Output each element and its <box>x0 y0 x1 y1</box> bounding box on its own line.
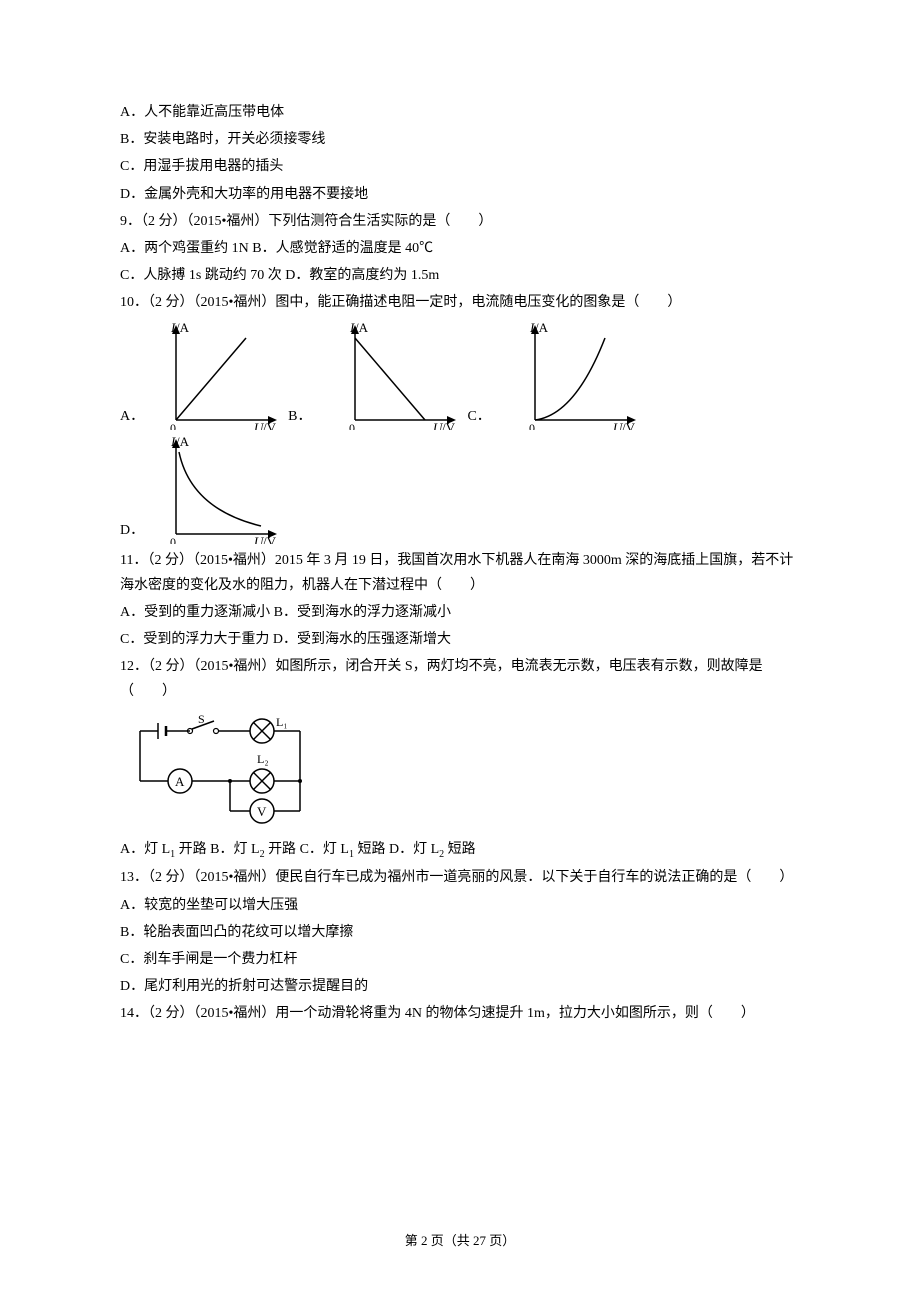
q10-stem: 10．（2 分）（2015•福州）图中，能正确描述电阻一定时，电流随电压变化的图… <box>120 290 800 315</box>
q12-circuit: S L₁ A L₂ V <box>120 711 800 831</box>
q13-option-d: D．尾灯利用光的折射可达警示提醒目的 <box>120 974 800 999</box>
q13-option-a: A．较宽的坐垫可以增大压强 <box>120 893 800 918</box>
q10-label-a: A． <box>120 404 144 429</box>
q11-stem: 11．（2 分）（2015•福州）2015 年 3 月 19 日，我国首次用水下… <box>120 548 800 598</box>
svg-text:0: 0 <box>349 421 355 430</box>
page-footer: 第 2 页（共 27 页） <box>0 1229 920 1252</box>
q13-option-b: B．轮胎表面凹凸的花纹可以增大摩擦 <box>120 920 800 945</box>
q11-option-c: C．受到的浮力大于重力 <box>120 632 269 647</box>
q10-charts-row2: D． I/A 0 U/V <box>120 434 800 544</box>
svg-text:/V: /V <box>263 534 277 544</box>
svg-text:S: S <box>198 712 205 726</box>
q11-option-a: A．受到的重力逐渐减小 <box>120 605 270 620</box>
q8-option-c: C．用湿手拔用电器的插头 <box>120 154 800 179</box>
q11-options-line2: C．受到的浮力大于重力 D．受到海水的压强逐渐增大 <box>120 627 800 652</box>
svg-text:L₁: L₁ <box>276 715 288 729</box>
q8-option-d: D．金属外壳和大功率的用电器不要接地 <box>120 182 800 207</box>
q9-options-line2: C．人脉搏 1s 跳动约 70 次 D．教室的高度约为 1.5m <box>120 263 800 288</box>
svg-text:V: V <box>257 804 267 819</box>
svg-text:0: 0 <box>170 421 176 430</box>
q9-option-b: B．人感觉舒适的温度是 40℃ <box>252 241 433 256</box>
q12-options: A．灯 L1 开路 B．灯 L2 开路 C．灯 L1 短路 D．灯 L2 短路 <box>120 837 800 864</box>
q13-stem: 13．（2 分）（2015•福州）便民自行车已成为福州市一道亮丽的风景．以下关于… <box>120 865 800 890</box>
q9-stem: 9．（2 分）（2015•福州）下列估测符合生活实际的是（ ） <box>120 209 800 234</box>
q10-chart-c: I/A 0 U/V <box>505 320 645 430</box>
q10-chart-b: I/A 0 U/V <box>325 320 465 430</box>
q10-label-d: D． <box>120 518 144 543</box>
q12-option-c: C．灯 L1 短路 <box>300 842 386 857</box>
q12-option-a: A．灯 L1 开路 <box>120 842 207 857</box>
svg-text:/V: /V <box>263 420 277 430</box>
q13-option-c: C．刹车手闸是一个费力杠杆 <box>120 947 800 972</box>
q11-option-d: D．受到海水的压强逐渐增大 <box>273 632 451 647</box>
svg-text:0: 0 <box>170 535 176 544</box>
q14-stem: 14．（2 分）（2015•福州）用一个动滑轮将重为 4N 的物体匀速提升 1m… <box>120 1001 800 1026</box>
q10-label-c: C． <box>467 404 490 429</box>
q9-option-a: A．两个鸡蛋重约 1N <box>120 241 249 256</box>
q10-chart-a: I/A 0 U/V <box>146 320 286 430</box>
svg-text:/V: /V <box>622 420 636 430</box>
q11-option-b: B．受到海水的浮力逐渐减小 <box>274 605 451 620</box>
q11-options-line1: A．受到的重力逐渐减小 B．受到海水的浮力逐渐减小 <box>120 600 800 625</box>
q9-option-d: D．教室的高度约为 1.5m <box>285 268 439 283</box>
q12-option-b: B．灯 L2 开路 <box>210 842 296 857</box>
q12-stem: 12．（2 分）（2015•福州）如图所示，闭合开关 S，两灯均不亮，电流表无示… <box>120 654 800 704</box>
svg-text:L₂: L₂ <box>257 752 269 766</box>
q10-label-b: B． <box>288 404 311 429</box>
q9-option-c: C．人脉搏 1s 跳动约 70 次 <box>120 268 282 283</box>
q10-charts-row1: A． I/A 0 U/V B． I/A 0 U/V C． I/A <box>120 320 800 430</box>
q12-option-d: D．灯 L2 短路 <box>389 842 476 857</box>
q10-chart-d: I/A 0 U/V <box>146 434 286 544</box>
svg-text:0: 0 <box>529 421 535 430</box>
svg-text:/V: /V <box>442 420 456 430</box>
q8-option-a: A．人不能靠近高压带电体 <box>120 100 800 125</box>
q9-options-line1: A．两个鸡蛋重约 1N B．人感觉舒适的温度是 40℃ <box>120 236 800 261</box>
svg-text:A: A <box>175 774 185 789</box>
q8-option-b: B．安装电路时，开关必须接零线 <box>120 127 800 152</box>
